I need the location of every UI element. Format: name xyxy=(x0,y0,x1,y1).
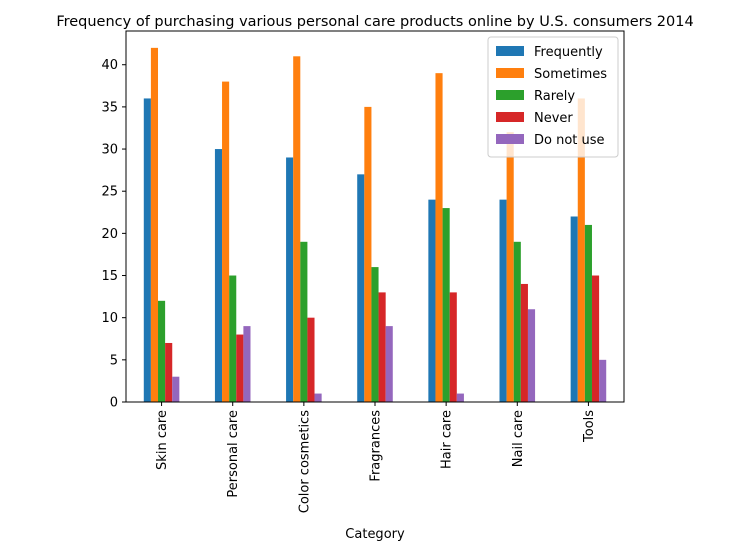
legend-label-do-not-use: Do not use xyxy=(534,133,605,148)
y-tick-label: 30 xyxy=(101,143,118,158)
bar-fragrances-frequently xyxy=(357,174,365,402)
bar-skin-care-never xyxy=(165,342,173,402)
legend-swatch-do-not-use xyxy=(496,134,524,144)
y-tick-label: 35 xyxy=(101,100,118,115)
bar-nail-care-never xyxy=(520,283,528,402)
bar-color-cosmetics-do-not-use xyxy=(314,393,322,402)
x-tick-label-fragrances: Fragrances xyxy=(369,410,384,482)
bar-color-cosmetics-rarely xyxy=(300,241,308,402)
legend-swatch-frequently xyxy=(496,46,524,56)
bar-personal-care-do-not-use xyxy=(243,326,251,402)
x-tick-label-personal-care: Personal care xyxy=(226,410,241,498)
bar-fragrances-do-not-use xyxy=(385,326,393,402)
y-tick-label: 0 xyxy=(110,396,118,411)
bar-personal-care-rarely xyxy=(229,275,237,402)
bar-tools-sometimes xyxy=(577,98,585,402)
bar-nail-care-sometimes xyxy=(506,132,514,402)
bar-tools-never xyxy=(591,275,600,402)
bar-hair-care-rarely xyxy=(442,208,450,402)
bar-skin-care-sometimes xyxy=(150,47,159,403)
bar-personal-care-frequently xyxy=(214,149,223,402)
bar-hair-care-sometimes xyxy=(435,73,443,402)
y-tick-label: 5 xyxy=(110,353,118,368)
bar-hair-care-do-not-use xyxy=(456,393,464,402)
bar-tools-frequently xyxy=(570,216,578,402)
legend-label-frequently: Frequently xyxy=(534,45,603,60)
legend-label-rarely: Rarely xyxy=(534,89,575,104)
x-tick-label-skin-care: Skin care xyxy=(155,410,170,470)
bar-hair-care-frequently xyxy=(428,199,436,402)
bar-personal-care-sometimes xyxy=(222,81,230,402)
bar-tools-rarely xyxy=(584,224,592,402)
x-axis-label: Category xyxy=(345,527,405,542)
bar-color-cosmetics-sometimes xyxy=(293,56,301,403)
axes-layer: 0 5 10 15 20 25 30 35 40 Skin care Personal care Co… xyxy=(101,30,625,513)
y-tick-label: 40 xyxy=(101,58,118,73)
bar-tools-do-not-use xyxy=(599,359,607,402)
bar-fragrances-never xyxy=(378,292,386,402)
bar-personal-care-never xyxy=(236,334,244,402)
bar-fragrances-rarely xyxy=(371,267,379,402)
x-tick-label-tools: Tools xyxy=(582,410,597,443)
bar-hair-care-never xyxy=(449,292,457,402)
y-tick-label: 25 xyxy=(101,185,118,200)
bar-fragrances-sometimes xyxy=(364,106,372,402)
y-tick-label: 15 xyxy=(101,269,118,284)
x-tick-label-nail-care: Nail care xyxy=(511,410,526,467)
chart-title: Frequency of purchasing various personal… xyxy=(56,14,693,30)
bar-skin-care-frequently xyxy=(143,98,151,402)
legend-swatch-sometimes xyxy=(496,68,524,78)
legend: Frequently Sometimes Rarely Never Do not use xyxy=(487,36,619,158)
x-tick-label-color-cosmetics: Color cosmetics xyxy=(297,410,312,513)
legend-label-never: Never xyxy=(534,111,573,126)
bar-nail-care-frequently xyxy=(499,199,507,402)
bar-nail-care-rarely xyxy=(513,241,521,402)
legend-swatch-never xyxy=(496,112,524,122)
bar-skin-care-rarely xyxy=(158,300,166,402)
legend-swatch-rarely xyxy=(496,90,524,100)
legend-box xyxy=(487,36,619,158)
y-tick-label: 20 xyxy=(101,227,118,242)
bar-skin-care-do-not-use xyxy=(172,376,180,402)
bars-layer xyxy=(143,47,607,403)
x-tick-label-hair-care: Hair care xyxy=(440,410,455,469)
y-tick-label: 10 xyxy=(101,311,118,326)
bar-color-cosmetics-frequently xyxy=(286,157,294,402)
bar-color-cosmetics-never xyxy=(307,317,315,402)
bar-nail-care-do-not-use xyxy=(527,309,536,402)
legend-label-sometimes: Sometimes xyxy=(534,67,607,82)
